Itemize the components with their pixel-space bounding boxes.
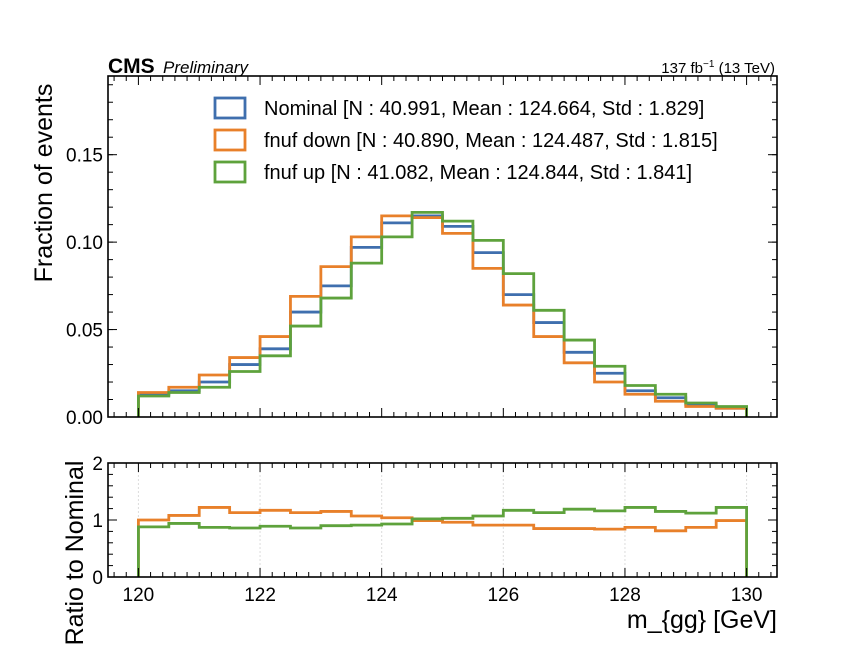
legend-entry: Nominal [N : 40.991, Mean : 124.664, Std… xyxy=(264,98,704,120)
x-tick-label: 130 xyxy=(731,585,763,606)
series-step-line xyxy=(137,506,748,577)
main-y-axis-label: Fraction of events xyxy=(30,84,58,283)
y-tick-label: 0.05 xyxy=(66,321,103,342)
main-plot-series xyxy=(137,211,748,417)
y-tick-label: 0.00 xyxy=(66,408,103,429)
y-tick-label: 1 xyxy=(92,511,103,532)
x-tick-label: 120 xyxy=(123,585,155,606)
y-tick-label: 0.10 xyxy=(66,233,103,254)
y-tick-label: 0.15 xyxy=(66,146,103,167)
cms-label: CMS xyxy=(108,55,155,78)
x-tick-label: 122 xyxy=(244,585,276,606)
series-step-line xyxy=(137,506,748,577)
legend-swatch xyxy=(213,160,247,184)
preliminary-label: Preliminary xyxy=(163,58,250,77)
y-tick-label: 0 xyxy=(92,568,103,589)
legend-entry: fnuf up [N : 41.082, Mean : 124.844, Std… xyxy=(264,162,692,184)
ratio-y-axis-label: Ratio to Nominal xyxy=(61,461,89,646)
legend-swatch xyxy=(213,96,247,120)
main-plot-frame xyxy=(107,75,778,418)
main-axes: 0.00 0.05 0.10 0.15 xyxy=(66,76,777,429)
x-axis-label: m_{gg} [GeV] xyxy=(627,606,777,634)
ratio-axes: 0 1 2 120 122 124 126 128 130 xyxy=(92,454,777,606)
legend: Nominal [N : 40.991, Mean : 124.664, Std… xyxy=(213,96,718,184)
ratio-plot-series xyxy=(137,506,748,577)
series-step-line xyxy=(137,211,748,417)
x-tick-label: 124 xyxy=(366,585,398,606)
ratio-plot-frame xyxy=(107,462,778,578)
legend-entry: fnuf down [N : 40.890, Mean : 124.487, S… xyxy=(264,130,718,152)
lumi-label: 137 fb−1 (13 TeV) xyxy=(661,59,775,77)
x-tick-label: 126 xyxy=(487,585,519,606)
y-tick-label: 2 xyxy=(92,454,103,475)
x-tick-label: 128 xyxy=(609,585,641,606)
legend-swatch xyxy=(213,128,247,152)
